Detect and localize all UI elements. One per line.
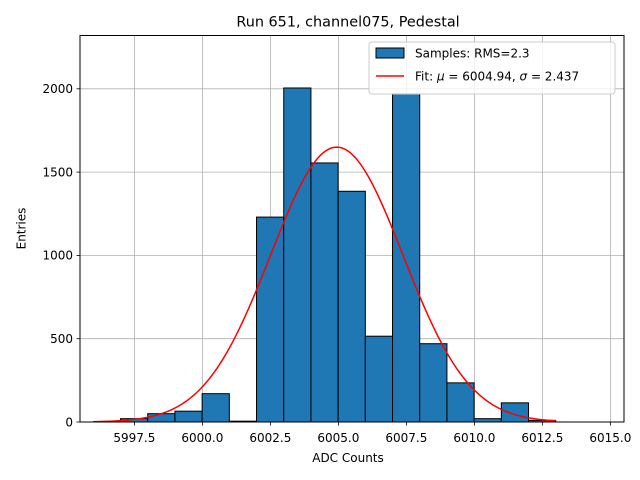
histogram-bar — [256, 216, 285, 423]
x-axis-label: ADC Counts — [312, 451, 384, 465]
legend-hist-swatch — [375, 47, 405, 59]
y-axis-label: Entries — [15, 208, 29, 250]
histogram-bar — [147, 413, 176, 423]
y-axis-ticks: 0 500 1000 1500 2000 — [42, 82, 80, 429]
legend-box — [368, 41, 616, 95]
y-tick-label: 2000 — [42, 82, 73, 96]
histogram-bar — [310, 162, 339, 423]
legend-fit-prefix: Fit: — [415, 70, 437, 84]
legend-fit-mu-symbol: μ — [436, 70, 445, 84]
histogram-bar — [392, 93, 421, 423]
histogram-bar — [174, 410, 203, 423]
histogram-bar — [446, 382, 475, 423]
histogram-bar — [283, 87, 312, 423]
histogram-bar — [201, 393, 230, 423]
x-tick-label: 6002.5 — [249, 431, 291, 445]
fit-curve-layer — [93, 146, 556, 423]
legend: Samples: RMS=2.3 Fit: μ = 6004.94, σ = 2… — [368, 41, 616, 95]
y-tick-label: 1500 — [42, 165, 73, 179]
legend-hist-label: Samples: RMS=2.3 — [415, 47, 530, 61]
histogram-bars — [120, 87, 557, 423]
x-tick-label: 6007.5 — [385, 431, 427, 445]
legend-fit-sigma-value: = 2.437 — [527, 70, 579, 84]
fit-curve — [93, 146, 556, 423]
y-tick-label: 0 — [65, 415, 73, 429]
x-tick-label: 5997.5 — [113, 431, 155, 445]
y-tick-label: 1000 — [42, 249, 73, 263]
histogram-bar — [500, 402, 530, 423]
histogram-bar — [337, 190, 366, 423]
x-tick-label: 6005.0 — [317, 431, 359, 445]
legend-fit-mu-value: = 6004.94, — [445, 70, 520, 84]
histogram-bar — [419, 343, 448, 423]
x-tick-label: 6015.0 — [589, 431, 631, 445]
x-tick-label: 6000.0 — [181, 431, 223, 445]
x-tick-label: 6012.5 — [521, 431, 563, 445]
legend-fit-label: Fit: μ = 6004.94, σ = 2.437 — [415, 70, 579, 84]
y-tick-label: 500 — [50, 332, 73, 346]
plot-frame — [79, 35, 625, 423]
x-tick-label: 6010.0 — [453, 431, 495, 445]
legend-fit-sigma-symbol: σ — [520, 70, 528, 84]
histogram-bar — [364, 335, 394, 423]
x-axis-ticks: 5997.5 6000.0 6002.5 6005.0 6007.5 6010.0 6012… — [113, 422, 631, 445]
chart-title: Run 651, channel075, Pedestal — [236, 15, 459, 31]
